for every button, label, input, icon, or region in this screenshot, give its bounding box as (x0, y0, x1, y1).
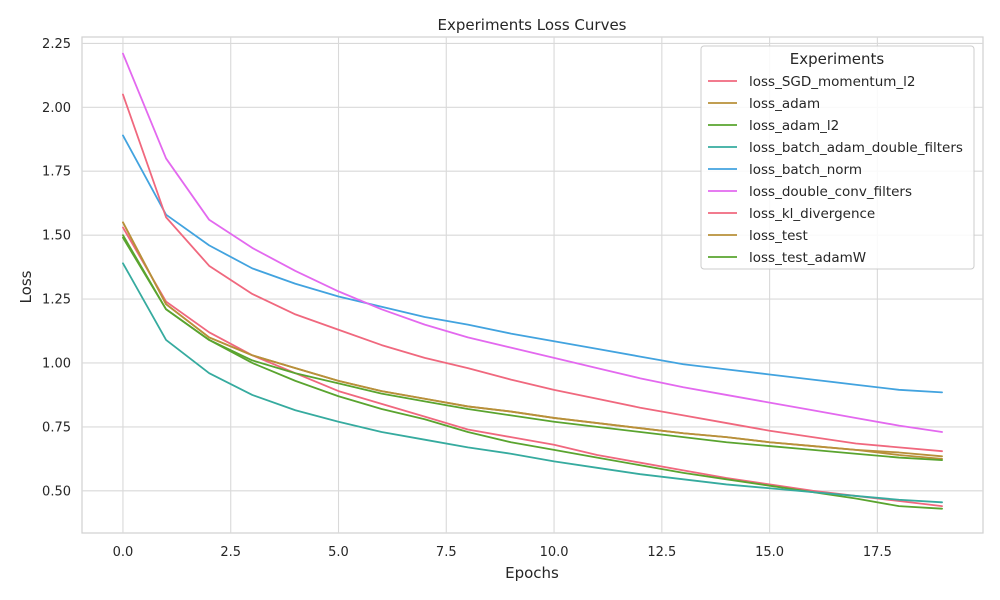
series-line-loss-batch-norm (122, 134, 943, 394)
x-tick-label: 10.0 (540, 545, 569, 560)
series-line-loss-test (122, 221, 943, 460)
x-tick-label: 15.0 (755, 545, 784, 560)
legend-entry: loss_batch_adam_double_filters (708, 140, 963, 156)
y-axis-ticks: 0.50 0.75 1.00 1.25 1.50 1.75 2.00 2.25 (42, 37, 71, 499)
legend-label: loss_test_adamW (749, 250, 866, 266)
legend-entry: loss_test (708, 228, 808, 244)
legend-label: loss_double_conv_filters (749, 184, 912, 200)
x-axis-label: Epochs (505, 564, 559, 582)
y-tick-label: 2.00 (42, 101, 71, 116)
legend-entry: loss_test_adamW (708, 250, 866, 266)
series-lines (122, 52, 943, 510)
legend-label: loss_batch_adam_double_filters (749, 140, 963, 156)
chart-title: Experiments Loss Curves (438, 16, 627, 34)
legend-label: loss_SGD_momentum_l2 (749, 74, 916, 90)
x-tick-label: 12.5 (647, 545, 676, 560)
legend-label: loss_adam (749, 96, 820, 112)
series-line-loss-kl-divergence (122, 93, 943, 453)
series-line-loss-test-adamW (122, 236, 943, 462)
legend-label: loss_test (749, 228, 808, 244)
legend-entry: loss_kl_divergence (708, 206, 875, 222)
y-tick-label: 1.25 (42, 293, 71, 308)
y-tick-label: 0.50 (42, 484, 71, 499)
x-tick-label: 0.0 (113, 545, 134, 560)
legend-entry: loss_adam (708, 96, 820, 112)
y-tick-label: 0.75 (42, 420, 71, 435)
series-line-loss-double-conv-filters (122, 52, 943, 433)
legend-entry: loss_SGD_momentum_l2 (708, 74, 916, 90)
legend-entry: loss_batch_norm (708, 162, 862, 178)
legend-label: loss_batch_norm (749, 162, 862, 178)
legend-box (700, 45, 975, 270)
y-axis-label: Loss (17, 270, 35, 303)
y-tick-label: 1.50 (42, 229, 71, 244)
legend: Experiments loss_SGD_momentum_l2 loss_ada… (700, 45, 975, 270)
legend-items: loss_SGD_momentum_l2 loss_adam loss_adam_l… (708, 74, 963, 266)
legend-entry: loss_adam_l2 (708, 118, 839, 134)
y-tick-label: 1.75 (42, 165, 71, 180)
series-line-loss-batch-adam-double-filters (122, 262, 943, 504)
legend-title: Experiments (790, 50, 885, 68)
y-tick-label: 1.00 (42, 356, 71, 371)
legend-entry: loss_double_conv_filters (708, 184, 912, 200)
x-tick-label: 5.0 (328, 545, 349, 560)
legend-label: loss_adam_l2 (749, 118, 839, 134)
x-tick-label: 2.5 (220, 545, 241, 560)
legend-label: loss_kl_divergence (749, 206, 875, 222)
x-tick-label: 7.5 (436, 545, 457, 560)
y-tick-label: 2.25 (42, 37, 71, 52)
x-tick-label: 17.5 (863, 545, 892, 560)
x-axis-ticks: 0.0 2.5 5.0 7.5 10.0 12.5 15.0 17.5 (113, 545, 892, 560)
